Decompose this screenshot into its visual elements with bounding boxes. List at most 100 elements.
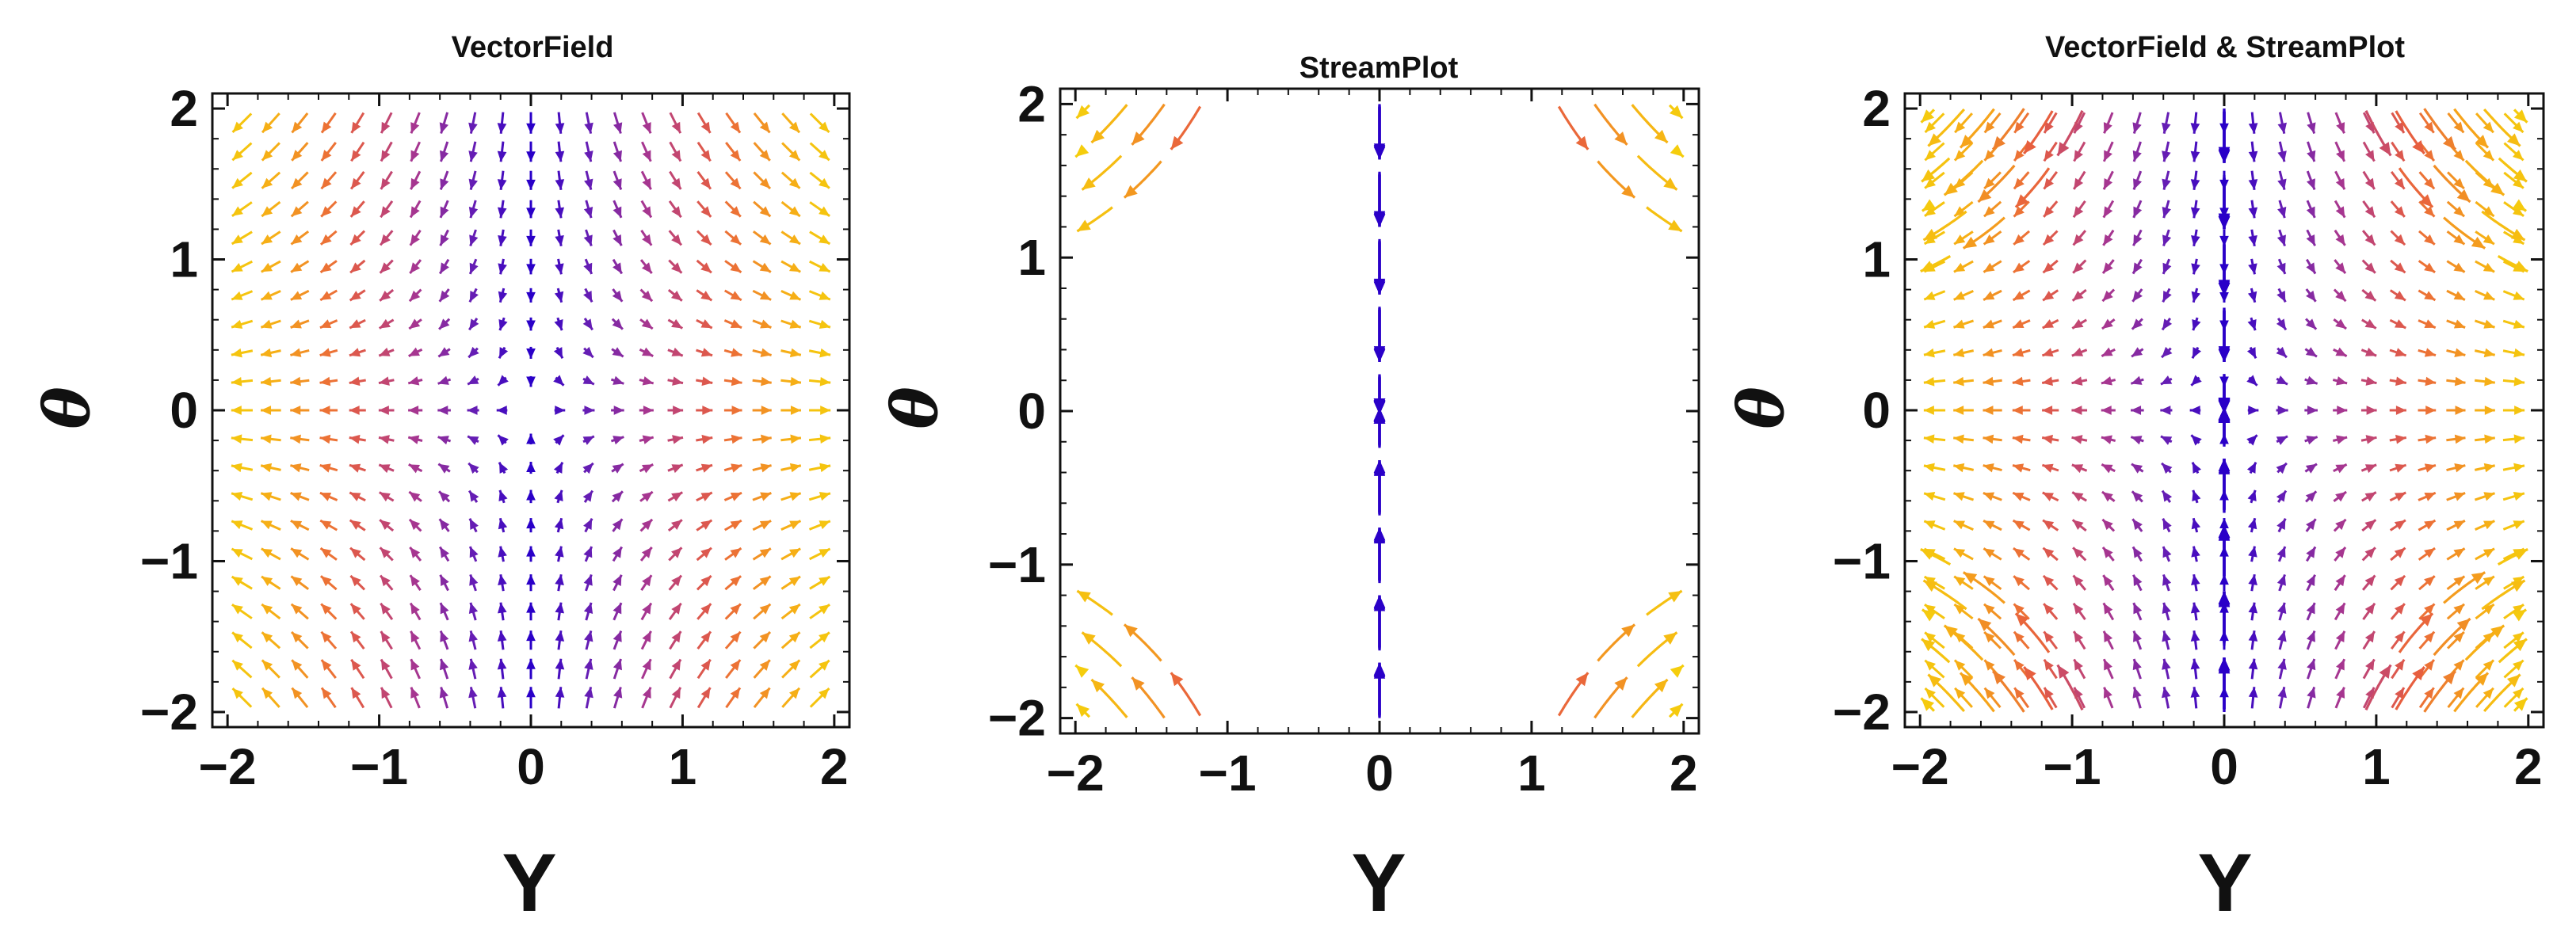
arrow-head (437, 436, 449, 445)
arrow-head (2513, 491, 2524, 501)
arrow-head (2483, 463, 2495, 473)
arrow-head (232, 632, 243, 643)
arrow-head (730, 576, 742, 587)
arrow-head (351, 659, 361, 671)
arrow-head (2071, 435, 2083, 444)
arrow-head (1923, 580, 1937, 592)
arrow-head (292, 150, 303, 161)
plot-border (211, 92, 851, 729)
arrow-head (351, 177, 361, 189)
arrow-head (321, 150, 332, 162)
arrow-head (2456, 619, 2471, 632)
arrow-head (700, 547, 712, 558)
arrow-head (2072, 520, 2084, 531)
arrow-head (671, 575, 681, 587)
arrow-head (262, 688, 273, 699)
arrow-head (2395, 688, 2404, 699)
arrow-head (2365, 150, 2375, 162)
arrow-head (2162, 547, 2172, 558)
arrow-head (2307, 150, 2316, 162)
arrow-head (1983, 576, 1995, 587)
arrow-head (2277, 687, 2287, 699)
arrow-head (2335, 318, 2347, 329)
arrow-head (2364, 603, 2376, 615)
arrow-head (2395, 434, 2406, 444)
arrow-head (2192, 318, 2201, 331)
arrow-head (1984, 150, 1995, 161)
arrow-head (730, 688, 740, 699)
arrow-head (2043, 234, 2055, 246)
arrow-head (730, 291, 742, 300)
arrow-head (319, 376, 331, 387)
arrow-head (2276, 346, 2287, 358)
arrow-head (1923, 463, 1935, 473)
arrow-head (788, 688, 800, 699)
y-tick-label: 0 (1017, 383, 1046, 440)
arrow-head (2246, 375, 2257, 386)
arrow-head (671, 121, 681, 134)
arrow-head (759, 291, 772, 300)
arrow-head (2190, 658, 2200, 670)
arrow-head (1373, 662, 1386, 676)
arrow-head (349, 463, 361, 473)
arrow-head (381, 121, 391, 134)
arrow-head (2425, 376, 2437, 387)
arrow-head (583, 291, 593, 303)
arrow-head (526, 264, 536, 275)
arrow-head (439, 519, 450, 531)
arrow-head (730, 121, 740, 133)
arrow-head (469, 518, 479, 530)
arrow-head (2424, 150, 2434, 162)
arrow-head (2248, 630, 2258, 642)
arrow-head (1669, 105, 1683, 119)
arrow-head (2419, 613, 2433, 627)
arrow-head (320, 520, 332, 530)
arrow-head (350, 206, 361, 217)
arrow-head (321, 604, 332, 615)
arrow-head (1923, 434, 1935, 444)
arrow-head (1373, 278, 1386, 291)
arrow-head (526, 658, 536, 669)
arrow-head (2189, 406, 2200, 415)
arrow-head (790, 376, 801, 387)
arrow-head (1953, 492, 1965, 501)
arrow-head (613, 659, 622, 671)
arrow-head (672, 435, 683, 444)
x-tick-label: 1 (1517, 745, 1546, 802)
arrow-head (1922, 169, 1936, 182)
arrow-head (1670, 665, 1684, 678)
arrow-head (671, 464, 683, 474)
y-tick-label: 1 (1862, 231, 1891, 288)
arrow-head (2104, 150, 2112, 162)
arrow-head (408, 435, 420, 444)
arrow-head (469, 547, 479, 558)
arrow-head (1614, 131, 1628, 145)
arrow-head (2455, 406, 2466, 415)
arrow-head (2306, 574, 2315, 586)
arrow-head (1953, 406, 1964, 415)
y-axis-label: θ (877, 387, 952, 429)
arrow-head (322, 121, 332, 133)
arrow-head (380, 575, 391, 587)
arrow-head (642, 603, 651, 615)
arrow-head (1944, 625, 1958, 638)
arrow-head (497, 687, 507, 698)
panel-streamplot: StreamPlot −2 −1 0 1 2 −2 −1 0 1 2 Y θ (877, 51, 1700, 929)
arrow-head (2071, 376, 2083, 386)
arrow-head (2305, 491, 2317, 502)
arrow-head (2453, 319, 2466, 329)
arrow-head (1091, 679, 1105, 693)
arrow-head (2104, 630, 2113, 643)
arrow-head (2103, 234, 2113, 246)
arrow-head (2483, 234, 2494, 245)
arrow-head (2103, 206, 2113, 218)
arrow-head (612, 463, 624, 474)
arrow-head (2276, 291, 2286, 303)
arrow-head (671, 547, 682, 558)
arrow-head (2513, 660, 2524, 671)
arrow-head (292, 121, 303, 133)
arrow-head (2162, 318, 2173, 330)
arrow-head (613, 436, 624, 445)
arrow-head (555, 658, 565, 670)
arrow-head (231, 604, 243, 615)
